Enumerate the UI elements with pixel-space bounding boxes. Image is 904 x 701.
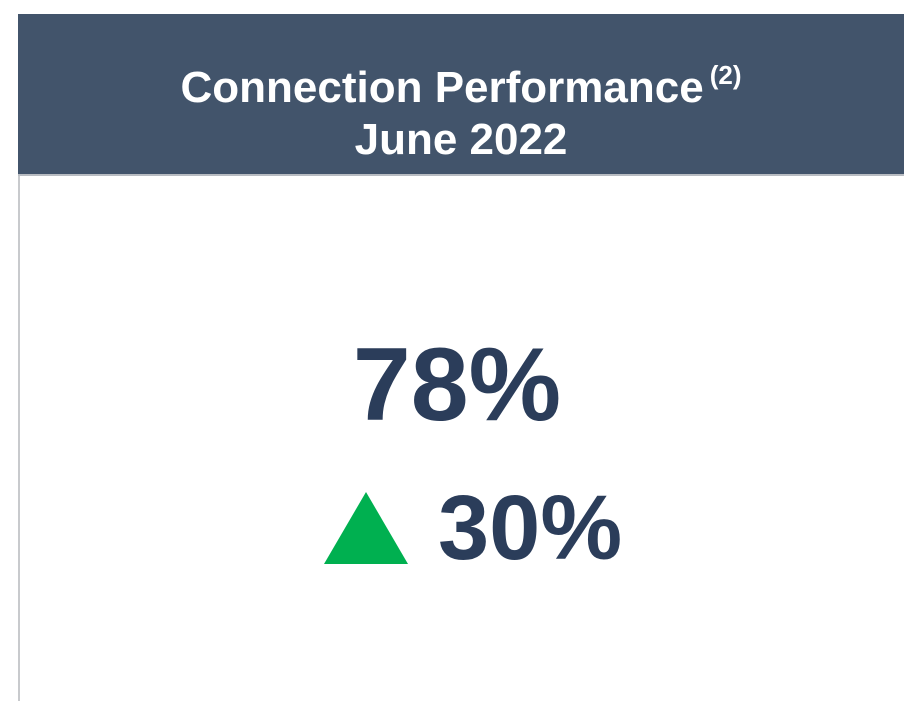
card-title: Connection Performance xyxy=(180,63,704,112)
kpi-value: 78% xyxy=(352,327,562,443)
footnote-marker: (2) xyxy=(709,60,742,90)
up-arrow-icon xyxy=(324,492,408,564)
change-value: 30% xyxy=(438,477,623,579)
header-title-line: Connection Performance (2) xyxy=(18,50,904,113)
card-header: Connection Performance (2) June 2022 xyxy=(18,14,904,176)
card-subtitle: June 2022 xyxy=(354,115,568,164)
kpi-change: 30% xyxy=(324,478,622,578)
up-triangle xyxy=(324,492,408,564)
card-border xyxy=(18,176,20,701)
